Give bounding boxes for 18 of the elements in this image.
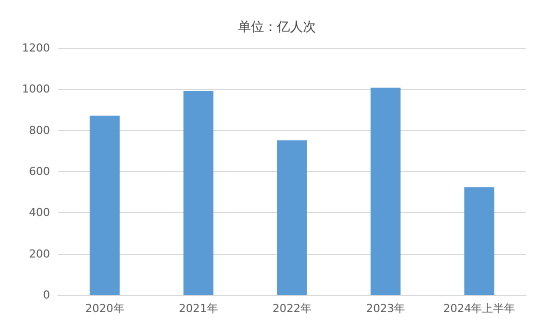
- y-tick-label: 1000: [22, 82, 50, 96]
- y-tick-label: 1200: [22, 42, 50, 54]
- x-tick-label: 2021年: [178, 302, 218, 315]
- y-tick-label: 800: [29, 124, 50, 137]
- y-tick-label: 600: [29, 165, 50, 178]
- bar: [277, 140, 307, 295]
- y-tick-label: 200: [29, 247, 50, 260]
- bar: [90, 116, 120, 295]
- bar: [183, 91, 214, 295]
- y-tick-label: 0: [43, 288, 50, 302]
- bar: [464, 187, 494, 295]
- bar: [370, 88, 401, 295]
- x-tick-label: 2024年上半年: [443, 302, 516, 315]
- x-tick-label: 2022年: [272, 302, 312, 315]
- chart-title: 单位：亿人次: [238, 20, 316, 35]
- x-tick-label: 2020年: [85, 302, 124, 315]
- x-tick-label: 2023年: [366, 302, 406, 315]
- y-tick-label: 400: [29, 206, 50, 220]
